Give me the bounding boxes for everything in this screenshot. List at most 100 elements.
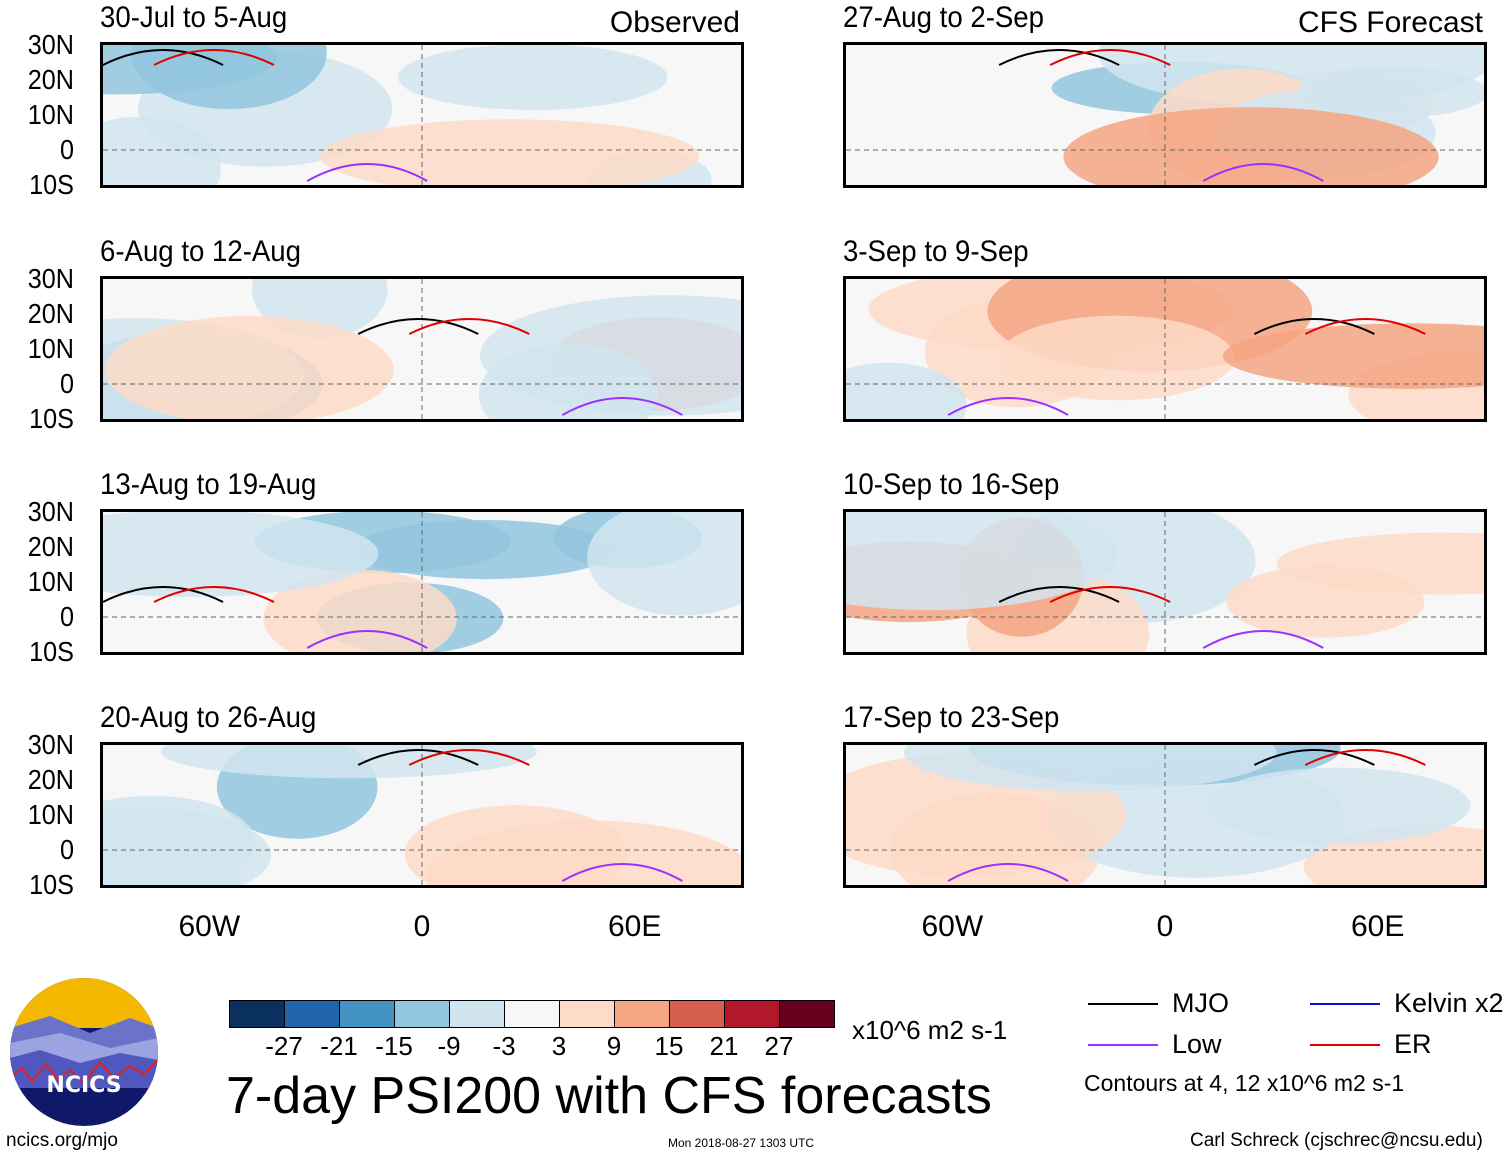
legend-line — [1310, 1043, 1380, 1046]
colorbar-tick-label: -9 — [437, 1031, 461, 1061]
legend-line — [1088, 1043, 1158, 1046]
colorbar-swatch — [615, 1001, 670, 1027]
legend-item: Low — [1088, 1029, 1222, 1060]
contour-low — [947, 397, 1069, 416]
colorbar-swatch — [395, 1001, 450, 1027]
footer-url[interactable]: ncics.org/mjo — [6, 1130, 118, 1151]
y-tick-label: 0 — [59, 601, 74, 632]
legend-label: Kelvin x2 — [1394, 988, 1504, 1018]
anomaly-region — [320, 119, 700, 185]
y-tick-label: 0 — [59, 134, 74, 165]
x-tick-label: 0 — [1156, 910, 1174, 943]
y-tick-label: 30N — [27, 263, 74, 294]
anomaly-region — [1223, 323, 1484, 389]
legend-label: ER — [1394, 1029, 1432, 1059]
anomaly-region — [404, 805, 628, 885]
legend-item: Kelvin x2 — [1310, 988, 1504, 1019]
x-tick-label: 60W — [921, 910, 984, 943]
contour-er — [1049, 49, 1171, 66]
map-panel — [843, 509, 1487, 655]
figure-title: 7-day PSI200 with CFS forecasts — [226, 1067, 992, 1125]
y-tick-label: 10S — [29, 636, 75, 667]
contour-er — [1304, 749, 1426, 766]
map-panel — [843, 742, 1487, 888]
y-tick-label: 10N — [27, 333, 74, 364]
map-panel — [843, 276, 1487, 422]
colorbar-tick-label: -3 — [492, 1031, 516, 1061]
colorbar-swatch — [450, 1001, 505, 1027]
anomaly-region — [479, 295, 741, 416]
y-tick-label: 20N — [27, 764, 74, 795]
legend-label: MJO — [1172, 988, 1229, 1018]
anomaly-region — [103, 45, 277, 95]
colorbar-tick-label: 3 — [551, 1031, 567, 1061]
contour-low — [561, 397, 683, 416]
ncics-logo: NCICS — [10, 978, 158, 1126]
y-tick-label: 10N — [27, 566, 74, 597]
contour-low — [561, 863, 683, 882]
anomaly-region — [1276, 532, 1484, 595]
contour-note: Contours at 4, 12 x10^6 m2 s-1 — [1084, 1070, 1405, 1096]
panel-title: 3-Sep to 9-Sep — [843, 235, 1029, 268]
y-tick-label: 10N — [27, 99, 74, 130]
contour-mjo — [1253, 318, 1375, 335]
contour-mjo — [357, 749, 479, 766]
column-label: CFS Forecast — [1297, 6, 1483, 39]
contour-er — [1304, 318, 1426, 335]
map-panel — [100, 742, 744, 888]
map-panel — [100, 509, 744, 655]
x-tick-label: 60E — [607, 910, 662, 943]
contour-mjo — [1253, 749, 1375, 766]
y-tick-label: 20N — [27, 298, 74, 329]
map-panel — [100, 42, 744, 188]
contour-mjo — [103, 49, 224, 66]
colorbar-swatch — [780, 1001, 834, 1027]
y-tick-label: 20N — [27, 531, 74, 562]
colorbar-tick-label: 9 — [606, 1031, 622, 1061]
contour-er — [408, 749, 530, 766]
colorbar-swatch — [725, 1001, 780, 1027]
contour-er — [408, 318, 530, 335]
colorbar-tick-label: -21 — [320, 1031, 358, 1061]
colorbar-swatch — [340, 1001, 395, 1027]
y-tick-label: 0 — [59, 834, 74, 865]
y-tick-label: 0 — [59, 368, 74, 399]
contour-low — [1202, 163, 1324, 182]
contour-mjo — [357, 318, 479, 335]
colorbar-swatch — [560, 1001, 615, 1027]
legend-item: ER — [1310, 1029, 1432, 1060]
anomaly-region — [1206, 767, 1471, 844]
x-tick-label: 60E — [1350, 910, 1405, 943]
colorbar-units: x10^6 m2 s-1 — [852, 1015, 1008, 1045]
panel-title: 13-Aug to 19-Aug — [100, 468, 317, 501]
colorbar-swatch — [285, 1001, 340, 1027]
contour-low — [306, 163, 428, 182]
anomaly-region — [397, 45, 668, 110]
map-panel — [100, 276, 744, 422]
legend-label: Low — [1172, 1029, 1222, 1059]
contour-mjo — [998, 586, 1120, 603]
anomaly-region — [1063, 107, 1439, 185]
panel-title: 17-Sep to 23-Sep — [843, 701, 1060, 734]
y-tick-label: 10S — [29, 403, 75, 434]
colorbar-swatch — [670, 1001, 725, 1027]
y-tick-label: 10S — [29, 169, 75, 200]
x-tick-label: 60W — [178, 910, 241, 943]
panel-title: 10-Sep to 16-Sep — [843, 468, 1060, 501]
colorbar-tick-label: -27 — [265, 1031, 303, 1061]
contour-er — [153, 586, 275, 603]
anomaly-region — [103, 795, 256, 885]
contour-mjo — [998, 49, 1120, 66]
legend-line — [1088, 1002, 1158, 1005]
y-tick-label: 10S — [29, 869, 75, 900]
anomaly-region — [904, 745, 1277, 792]
colorbar-tick-label: 15 — [654, 1031, 684, 1061]
panel-title: 27-Aug to 2-Sep — [843, 1, 1045, 34]
contour-low — [947, 863, 1069, 882]
contour-low — [306, 630, 428, 649]
y-tick-label: 30N — [27, 729, 74, 760]
legend-line — [1310, 1002, 1380, 1005]
colorbar-tick-label: -15 — [375, 1031, 413, 1061]
anomaly-region — [587, 512, 741, 616]
anomaly-region — [263, 569, 457, 652]
